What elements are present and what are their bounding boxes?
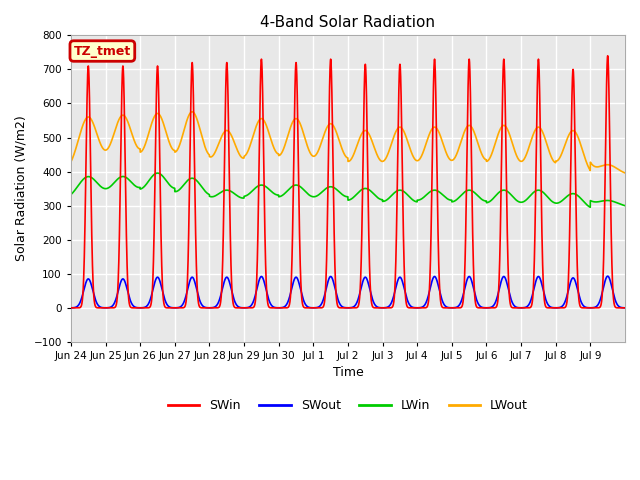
Y-axis label: Solar Radiation (W/m2): Solar Radiation (W/m2)	[15, 116, 28, 262]
LWout	[621, 170, 628, 176]
LWout	[541, 137, 549, 143]
LWin	[154, 170, 161, 176]
LWin	[369, 190, 376, 195]
SWin	[621, 305, 628, 311]
LWin	[398, 188, 406, 193]
Legend: SWin, SWout, LWin, LWout: SWin, SWout, LWin, LWout	[163, 394, 533, 417]
LWin	[586, 204, 594, 210]
Title: 4-Band Solar Radiation: 4-Band Solar Radiation	[260, 15, 435, 30]
SWin	[500, 56, 508, 62]
SWout	[541, 295, 549, 301]
SWin	[369, 303, 376, 309]
SWout	[369, 296, 376, 302]
SWin	[182, 300, 189, 306]
SWin	[541, 302, 549, 308]
SWout	[527, 297, 535, 303]
SWin	[604, 53, 612, 59]
SWout	[621, 305, 628, 311]
LWout	[527, 138, 535, 144]
LWin	[541, 192, 549, 197]
SWin	[67, 305, 75, 311]
SWin	[527, 304, 535, 310]
SWout	[398, 277, 406, 283]
Line: LWout: LWout	[71, 112, 625, 173]
SWin	[398, 152, 406, 157]
SWout	[500, 274, 508, 279]
LWin	[621, 203, 628, 208]
SWout	[182, 294, 189, 300]
LWin	[500, 187, 508, 193]
LWout	[398, 126, 406, 132]
LWout	[188, 109, 196, 115]
LWout	[500, 122, 508, 128]
Text: TZ_tmet: TZ_tmet	[74, 45, 131, 58]
LWout	[182, 121, 189, 127]
LWin	[67, 192, 75, 197]
LWout	[369, 140, 376, 145]
Line: SWout: SWout	[71, 276, 625, 308]
LWin	[182, 180, 189, 185]
SWout	[604, 273, 612, 279]
X-axis label: Time: Time	[333, 367, 364, 380]
SWout	[67, 305, 75, 311]
Line: SWin: SWin	[71, 56, 625, 308]
LWout	[67, 159, 75, 165]
Line: LWin: LWin	[71, 173, 625, 207]
LWin	[527, 192, 535, 198]
